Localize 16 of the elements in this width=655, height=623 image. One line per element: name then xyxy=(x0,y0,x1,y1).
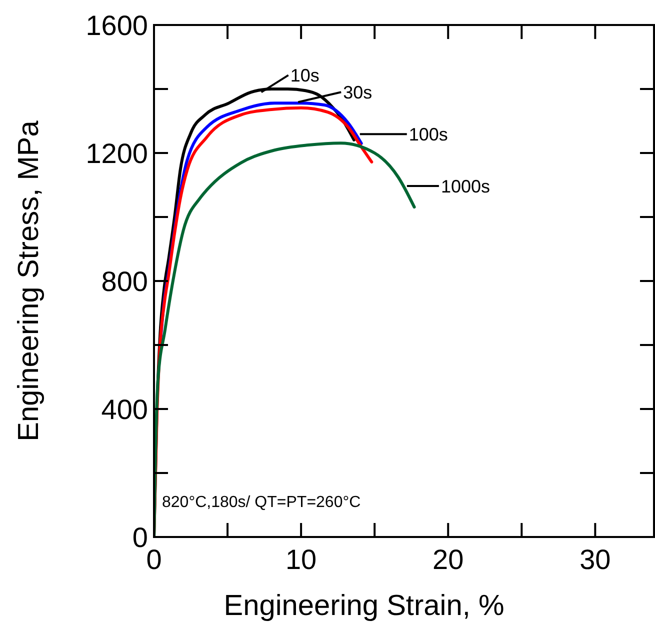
annotation: 1000s xyxy=(440,176,490,196)
y-tick-label: 1600 xyxy=(86,10,148,41)
annotation: 30s xyxy=(343,82,372,102)
x-tick-label: 20 xyxy=(432,544,464,575)
y-tick-label: 800 xyxy=(101,266,148,297)
annotation: 10s xyxy=(290,66,320,86)
x-tick-label: 10 xyxy=(285,544,317,575)
annotation: 820°C,180s/ QT=PT=260°C xyxy=(162,494,361,511)
y-tick-label: 0 xyxy=(132,522,148,553)
line-series xyxy=(154,142,416,537)
x-axis-title: Engineering Strain, % xyxy=(224,590,504,622)
y-tick-label: 400 xyxy=(101,394,148,425)
annotation: 100s xyxy=(408,124,448,144)
y-tick-label: 1200 xyxy=(86,138,148,169)
x-tick-label: 30 xyxy=(580,544,611,575)
y-axis-title: Engineering Stress, MPa xyxy=(13,120,45,442)
